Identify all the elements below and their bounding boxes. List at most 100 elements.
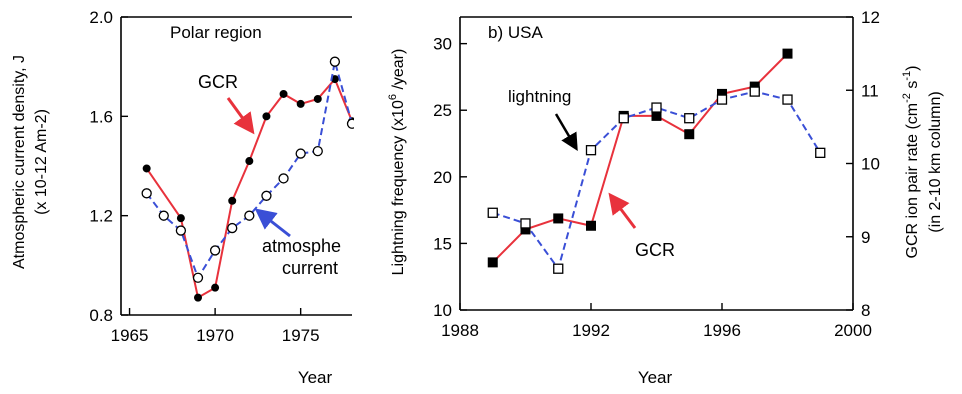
chart-b-data-point-gcr: [782, 48, 793, 59]
chart-a-ylabel: Atmospheric current density, J: [11, 55, 28, 269]
chart-b-series-group: [487, 48, 826, 274]
chart-a-y-tick-label: 1.6: [89, 107, 113, 126]
chart-b-y2label-sup1: -2: [901, 93, 913, 103]
chart-b-data-point-gcr: [520, 224, 531, 235]
chart-a-data-point-atmospheric-current: [329, 56, 341, 67]
chart-b-y-tick-label: 25: [433, 101, 452, 120]
chart-b-y-tick-label: 30: [433, 35, 452, 54]
chart-b-y2-tick-label: 11: [861, 81, 879, 100]
chart-a-data-point-atmospheric-current: [227, 222, 238, 234]
chart-a-x-tick-label: 1975: [282, 326, 320, 345]
chart-a-data-point-gcr: [296, 99, 305, 108]
chart-b-y-tick-label: 15: [433, 234, 452, 253]
chart-a-data-point-atmospheric-current: [295, 148, 306, 159]
chart-usa: b) USA Lightning frequency (x106 /year) …: [387, 8, 944, 387]
chart-b-y2-tick-label: 9: [861, 228, 870, 247]
chart-b-annotation-gcr: GCR: [635, 240, 675, 260]
chart-b-data-point-lightning: [684, 113, 695, 124]
chart-b-data-point-lightning: [618, 113, 629, 124]
chart-a-ylabel-units: (x 10-12 Am-2): [33, 109, 50, 215]
chart-b-x-tick-label: 1996: [703, 321, 741, 340]
chart-polar-region: Polar region Atmospheric current density…: [11, 8, 354, 387]
chart-b-y-tick-label: 20: [433, 168, 452, 187]
chart-b-data-point-gcr: [717, 88, 727, 99]
chart-a-data-point-atmospheric-current: [278, 173, 289, 184]
chart-b-data-point-lightning: [749, 86, 760, 97]
chart-b-x-tick-label: 1992: [572, 321, 610, 340]
chart-a-data-point-gcr: [211, 283, 220, 292]
chart-b-data-point-lightning: [651, 102, 662, 113]
chart-b-axes: 1988 1992 1996 2000 10 15 20 25 30 8 9 10 11 12: [433, 8, 880, 340]
chart-b-y2label-mid: s: [904, 81, 921, 93]
chart-b-series-line-gcr: [492, 52, 789, 264]
chart-a-data-point-atmospheric-current: [192, 272, 204, 283]
chart-a-data-point-gcr: [194, 293, 202, 302]
chart-b-series: [487, 48, 826, 274]
chart-a-annotation-gcr-arrow: [226, 97, 255, 135]
chart-a-data-point-atmospheric-current: [244, 210, 255, 221]
chart-b-y2-tick-label: 10: [861, 155, 880, 174]
chart-b-xlabel: Year: [638, 368, 673, 387]
chart-a-data-point-atmospheric-current: [158, 210, 169, 221]
chart-b-data-point-gcr: [651, 110, 662, 121]
chart-a-annotation-current-2: current: [282, 258, 338, 278]
chart-a-series: [141, 56, 354, 302]
chart-a-data-point-gcr: [228, 196, 237, 205]
chart-b-panel-label: b) USA: [488, 23, 543, 42]
chart-a-y-tick-label: 1.2: [89, 207, 113, 226]
chart-b-y2-tick-label: 12: [861, 8, 880, 27]
chart-a-data-point-gcr: [313, 94, 322, 103]
chart-b-x-tick-label: 1988: [441, 321, 479, 340]
chart-a-data-point-atmospheric-current: [209, 245, 221, 256]
chart-b-data-point-gcr: [684, 129, 695, 140]
chart-b-data-point-lightning: [782, 94, 793, 105]
chart-b-y-tick-label: 10: [433, 301, 452, 320]
chart-b-data-point-lightning: [520, 218, 531, 229]
chart-a-data-point-atmospheric-current: [346, 118, 354, 129]
chart-b-x-tick-label: 2000: [834, 321, 872, 340]
chart-a-data-point-gcr: [176, 214, 185, 223]
chart-a-axes: 1965 1970 1975 0.8 1.2 1.6 2.0: [89, 8, 352, 345]
chart-b-y2label: GCR ion pair rate (cm-2 s-1): [901, 66, 921, 259]
chart-a-data-point-gcr: [245, 157, 254, 166]
chart-b-ylabel-main: Lightning frequency (x10: [390, 100, 407, 275]
chart-b-data-point-lightning: [487, 207, 498, 218]
chart-b-annotation-lightning: lightning: [508, 87, 571, 106]
chart-b-data-point-gcr: [487, 257, 498, 268]
chart-b-y2label-line2: (in 2-10 km column): [927, 91, 944, 232]
chart-a-annotation-current-1: atmosphe: [262, 236, 341, 256]
chart-b-annotation-lightning-arrow: [554, 113, 578, 152]
chart-b-data-point-gcr: [553, 213, 564, 224]
chart-b-annotation-gcr-arrow: [608, 192, 637, 229]
chart-a-data-point-atmospheric-current: [261, 190, 272, 201]
chart-a-annotation-gcr: GCR: [198, 72, 238, 92]
chart-a-y-tick-label: 2.0: [89, 8, 113, 27]
chart-a-y-tick-label: 0.8: [89, 306, 113, 325]
chart-a-data-point-atmospheric-current: [175, 225, 187, 236]
chart-a-xlabel: Year: [298, 368, 333, 387]
chart-a-data-point-gcr: [142, 164, 151, 173]
chart-a-data-point-atmospheric-current: [141, 188, 152, 199]
chart-a-data-point-gcr: [262, 112, 271, 121]
chart-b-data-point-lightning: [815, 147, 826, 158]
chart-a-series-group: [141, 56, 354, 302]
chart-b-ylabel: Lightning frequency (x106 /year): [387, 49, 407, 276]
chart-b-data-point-lightning: [585, 145, 597, 156]
chart-a-x-tick-label: 1965: [111, 326, 149, 345]
chart-b-data-point-lightning: [553, 263, 564, 274]
chart-b-data-point-lightning: [716, 94, 728, 105]
chart-a-panel-label: Polar region: [170, 23, 262, 42]
chart-b-ylabel-tail: /year): [390, 49, 407, 94]
chart-b-y2label-main: GCR ion pair rate (cm: [904, 103, 921, 259]
chart-b-data-point-gcr: [586, 220, 596, 231]
chart-a-data-point-gcr: [279, 89, 288, 98]
chart-b-y2label-sup2: -1: [901, 71, 913, 81]
chart-b-y2-tick-label: 8: [861, 301, 870, 320]
chart-a-x-tick-label: 1970: [196, 326, 234, 345]
chart-b-y2label-tail: ): [904, 66, 921, 71]
chart-a-series-line-gcr: [145, 77, 353, 300]
chart-a-annotation-current-arrow: [254, 208, 291, 238]
chart-b-series-line-lightning: [492, 90, 822, 271]
chart-b-ylabel-sup: 6: [387, 94, 399, 100]
